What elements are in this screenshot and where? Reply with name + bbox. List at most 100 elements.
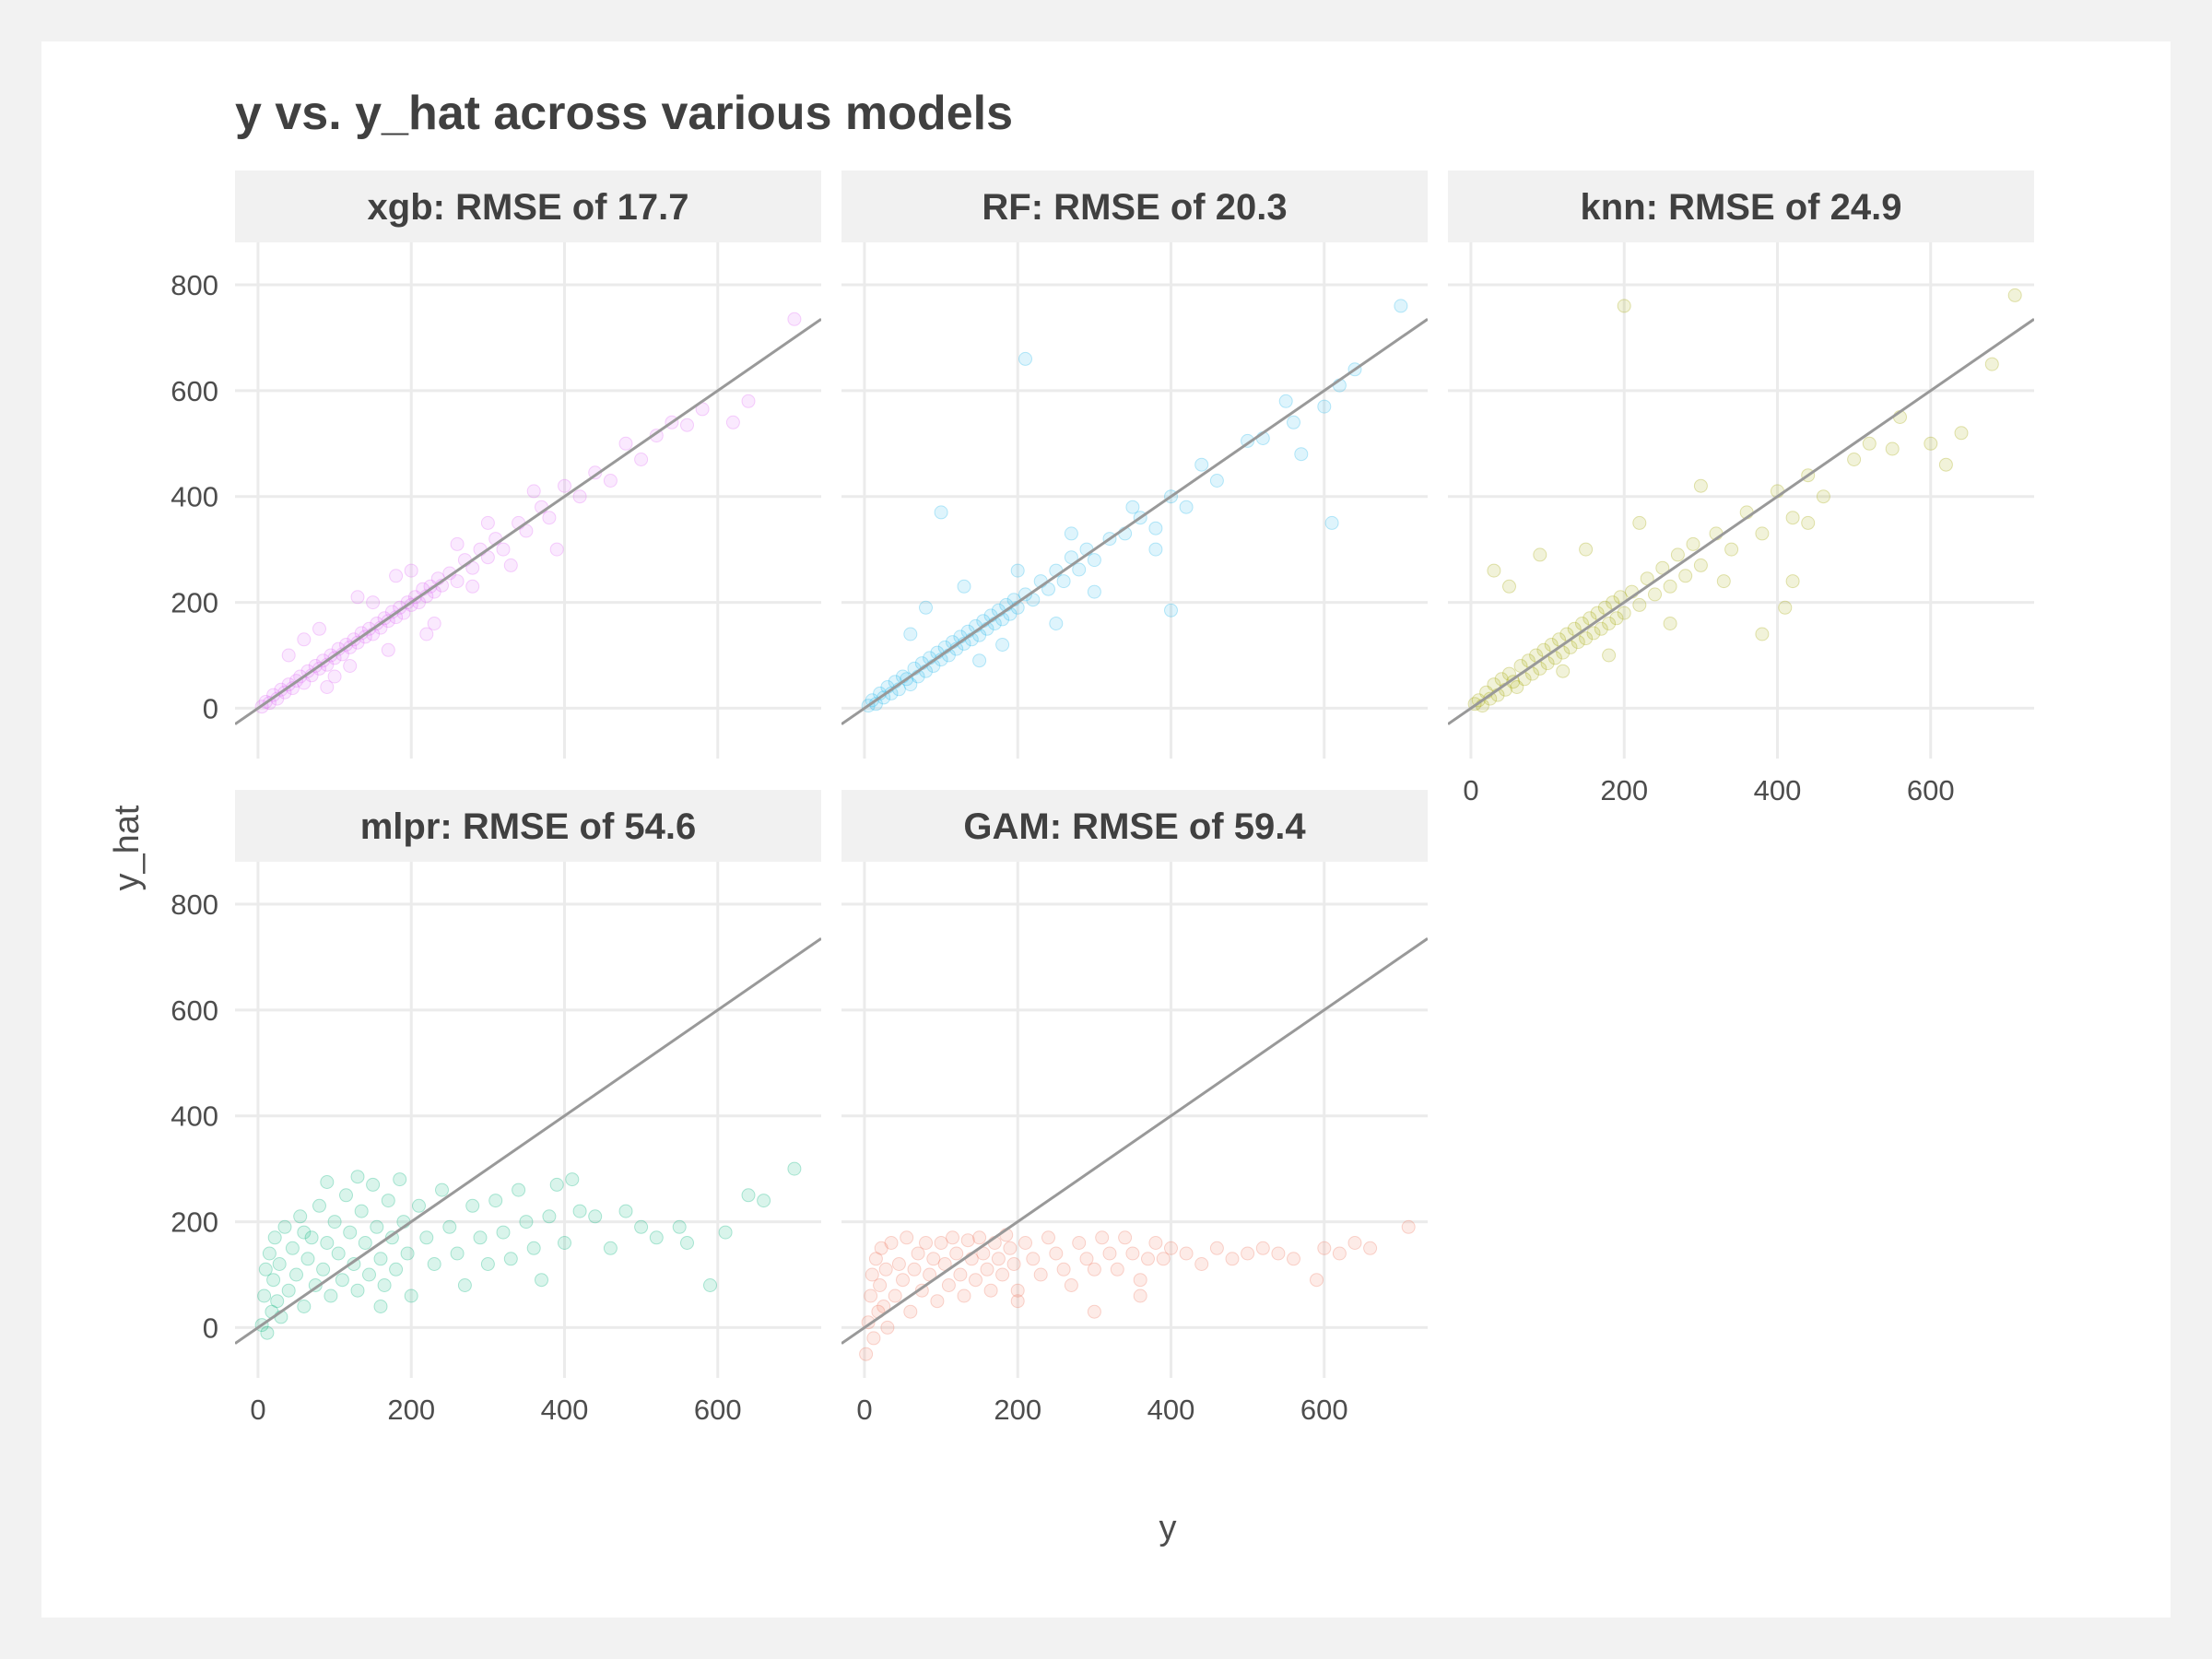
facet-strip	[841, 790, 1428, 862]
data-point	[503, 1252, 518, 1266]
data-point	[1095, 1230, 1110, 1245]
data-point	[381, 614, 395, 629]
facet-strip-label: xgb: RMSE of 17.7	[368, 187, 689, 228]
data-point	[320, 1175, 335, 1189]
x-tick-label: 0	[250, 1394, 265, 1426]
facet-rf: RF: RMSE of 20.3	[841, 171, 1428, 759]
data-point	[277, 1219, 292, 1234]
data-point	[946, 1230, 959, 1245]
data-point	[427, 617, 441, 630]
facet-strip	[235, 171, 821, 242]
data-point	[297, 1300, 312, 1313]
data-point	[1510, 680, 1524, 694]
faceted-scatter-chart: y vs. y_hat across various models y y_ha…	[108, 87, 2034, 1547]
facet-gridlines	[841, 242, 1428, 759]
y-tick-label: 200	[171, 587, 218, 619]
data-point	[343, 1225, 358, 1240]
data-point	[496, 1225, 511, 1240]
data-point	[1010, 563, 1025, 578]
data-point	[1287, 1252, 1300, 1266]
data-point	[1394, 299, 1408, 313]
data-point	[934, 505, 948, 520]
data-point	[880, 1320, 895, 1335]
data-point	[320, 1236, 335, 1250]
data-point	[634, 453, 649, 466]
facet-mlpr: mlpr: RMSE of 54.6 0 200 400 600 800 0 200 400 60…	[171, 790, 821, 1426]
data-point	[741, 1188, 756, 1203]
data-point	[874, 1241, 888, 1255]
y-axis-title: y_hat	[108, 805, 147, 890]
data-point	[366, 1177, 381, 1192]
data-point	[1487, 563, 1501, 578]
data-point	[1087, 584, 1101, 599]
data-point	[373, 1252, 388, 1266]
data-point	[1693, 478, 1708, 493]
data-point	[1579, 542, 1594, 557]
data-point	[1579, 631, 1594, 646]
reference-line	[841, 937, 1428, 1345]
data-point	[896, 1273, 910, 1288]
facet-gam: GAM: RMSE of 59.4 0 200 400 600	[841, 790, 1428, 1426]
data-point	[549, 542, 564, 557]
data-point	[327, 651, 342, 665]
data-point	[934, 1236, 948, 1250]
data-point	[381, 642, 395, 657]
facet-points	[859, 1219, 1416, 1361]
data-point	[864, 1288, 878, 1303]
data-point	[891, 1257, 906, 1271]
facet-points	[254, 1161, 802, 1340]
data-point	[1724, 542, 1739, 557]
data-point	[389, 569, 404, 583]
data-point	[358, 1236, 372, 1250]
data-point	[1785, 574, 1800, 589]
x-tick-label: 200	[1600, 774, 1648, 806]
data-point	[1033, 1267, 1048, 1282]
data-point	[1064, 526, 1078, 541]
x-tick-label: 400	[1147, 1394, 1195, 1426]
data-point	[350, 1283, 365, 1298]
data-point	[1102, 1246, 1117, 1261]
facet-strip-label: RF: RMSE of 20.3	[982, 187, 1287, 228]
facet-strip-label: GAM: RMSE of 59.4	[963, 806, 1306, 847]
data-point	[393, 600, 407, 615]
data-point	[1110, 1262, 1124, 1277]
y-tick-label: 400	[171, 1100, 218, 1133]
data-point	[983, 1283, 998, 1298]
data-point	[1133, 1273, 1147, 1288]
data-point	[1018, 351, 1032, 366]
data-point	[316, 653, 331, 668]
data-point	[381, 1194, 395, 1208]
facet-gridlines	[235, 242, 821, 759]
data-point	[373, 1300, 388, 1313]
data-point	[1049, 617, 1064, 630]
data-point	[289, 1267, 303, 1282]
data-point	[859, 1347, 874, 1361]
data-point	[335, 1273, 349, 1288]
data-point	[262, 1246, 276, 1261]
data-point	[1148, 1236, 1163, 1250]
data-point	[884, 1236, 899, 1250]
data-point	[1087, 553, 1101, 568]
y-tick-label: 800	[171, 269, 218, 301]
data-point	[1018, 1236, 1032, 1250]
data-point	[285, 1241, 300, 1255]
data-point	[1056, 1262, 1071, 1277]
x-tick-label: 200	[387, 1394, 435, 1426]
data-point	[1018, 587, 1032, 602]
data-point	[757, 1194, 771, 1208]
data-point	[741, 394, 756, 408]
data-point	[389, 1262, 404, 1277]
data-point	[1003, 1241, 1018, 1255]
data-point	[419, 627, 434, 641]
y-tick-label: 0	[203, 692, 218, 724]
x-tick-label: 200	[994, 1394, 1041, 1426]
data-point	[1533, 547, 1547, 562]
data-point	[465, 1198, 480, 1213]
data-point	[312, 621, 326, 636]
facet-points	[254, 312, 802, 714]
data-point	[718, 1225, 733, 1240]
data-point	[257, 1288, 272, 1303]
y-tick-label: 200	[171, 1206, 218, 1239]
data-point	[1556, 664, 1571, 678]
data-point	[354, 1204, 369, 1218]
